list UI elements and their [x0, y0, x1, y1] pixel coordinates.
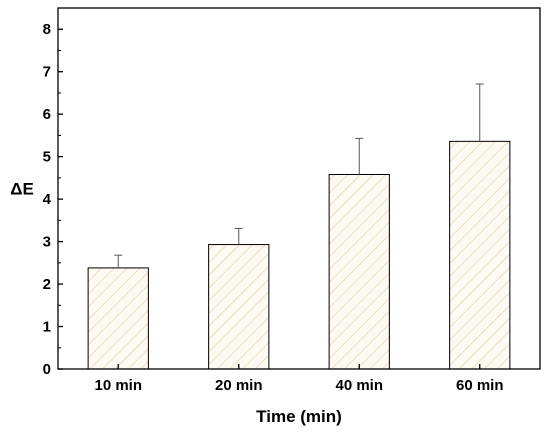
x-axis-ticks: 10 min 20 min 40 min 60 min	[94, 364, 504, 394]
bar-40-min	[328, 173, 390, 370]
y-axis-ticks: 0 1 2 3 4 5 6 7 8	[43, 21, 63, 378]
y-tick-label: 0	[43, 361, 51, 378]
x-axis-title: Time (min)	[256, 407, 342, 426]
y-tick-label: 5	[43, 149, 51, 166]
x-tick-label: 10 min	[94, 377, 142, 394]
bar-60-min	[449, 140, 511, 370]
y-tick-label: 1	[43, 319, 51, 336]
bar-20-min	[208, 244, 270, 370]
y-tick-label: 3	[43, 234, 51, 251]
bars-layer	[87, 140, 511, 370]
bar-10-min	[87, 267, 149, 370]
y-tick-label: 6	[43, 106, 51, 123]
y-axis-title: ΔE	[10, 180, 34, 199]
error-bars-layer	[114, 83, 484, 268]
y-tick-label: 7	[43, 64, 51, 81]
x-tick-label: 40 min	[335, 377, 383, 394]
y-tick-label: 4	[43, 191, 52, 208]
x-tick-label: 20 min	[215, 377, 263, 394]
y-tick-label: 8	[43, 21, 51, 38]
y-tick-label: 2	[43, 276, 51, 293]
x-tick-label: 60 min	[456, 377, 504, 394]
plot-frame	[57, 7, 541, 370]
